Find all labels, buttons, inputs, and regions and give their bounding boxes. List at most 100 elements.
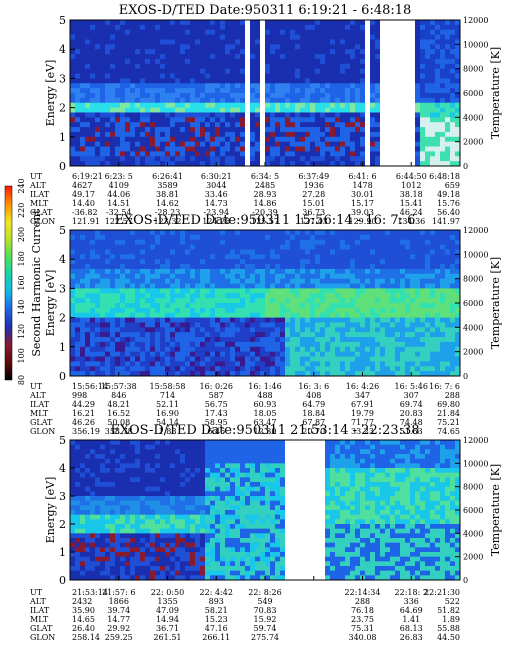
heatmap-cell [75, 127, 81, 133]
heatmap-cell [110, 341, 116, 348]
heatmap-cell [440, 312, 446, 318]
heatmap-cell [290, 341, 296, 348]
heatmap-cell [310, 136, 316, 143]
heatmap-cell [455, 356, 461, 362]
heatmap-cell [190, 136, 196, 143]
heatmap-cell [340, 283, 346, 289]
heatmap-cell [115, 73, 121, 79]
heatmap-cell [455, 34, 461, 40]
heatmap-cell [420, 366, 426, 372]
heatmap-cell [115, 230, 121, 236]
heatmap-cell [365, 156, 371, 162]
heatmap-cell [160, 322, 166, 328]
heatmap-cell [350, 49, 356, 55]
heatmap-cell [230, 351, 236, 357]
heatmap-cell [240, 39, 246, 45]
heatmap-cell [115, 327, 121, 333]
heatmap-cell [305, 273, 311, 280]
heatmap-cell [280, 278, 286, 284]
heatmap-cell [415, 273, 421, 280]
y-tick-label: 1 [59, 131, 66, 144]
heatmap-cell [310, 293, 316, 299]
heatmap-cell [440, 122, 446, 128]
heatmap-cell [205, 249, 211, 255]
heatmap-cell [415, 249, 421, 255]
heatmap-cell [145, 351, 151, 357]
heatmap-cell [315, 288, 321, 294]
heatmap-cell [70, 458, 76, 464]
heatmap-cell [160, 24, 166, 31]
heatmap-cell [415, 161, 421, 167]
heatmap-cell [380, 73, 386, 79]
heatmap-cell [70, 575, 76, 581]
heatmap-cell [340, 29, 346, 35]
heatmap-cell [120, 73, 126, 79]
heatmap-cell [215, 127, 221, 133]
heatmap-cell [390, 230, 396, 236]
heatmap-cell [400, 337, 406, 343]
heatmap-cell [440, 83, 446, 89]
heatmap-cell [250, 83, 256, 89]
heatmap-cell [100, 68, 106, 74]
heatmap-cell [190, 278, 196, 284]
heatmap-cell [265, 361, 271, 367]
heatmap-cell [180, 283, 186, 289]
heatmap-cell [160, 44, 166, 50]
heatmap-cell [215, 298, 221, 304]
heatmap-cell [370, 83, 376, 89]
heatmap-cell [285, 239, 291, 245]
heatmap-cell [265, 356, 271, 362]
heatmap-cell [165, 29, 171, 35]
heatmap-cell [315, 371, 321, 377]
heatmap-cell [320, 351, 326, 357]
table-cell: 6:26:41 [152, 172, 183, 181]
heatmap-cell [235, 151, 241, 157]
heatmap-cell [105, 151, 111, 157]
heatmap-cell [230, 146, 236, 152]
heatmap-cell [70, 356, 76, 362]
heatmap-cell [170, 151, 176, 157]
heatmap-cell [155, 141, 161, 147]
heatmap-cell [450, 327, 456, 333]
heatmap-cell [350, 268, 356, 275]
heatmap-cell [280, 156, 286, 162]
heatmap-cell [370, 283, 376, 289]
heatmap-cell [110, 156, 116, 162]
heatmap-cell [305, 44, 311, 50]
heatmap-cell [420, 337, 426, 343]
heatmap-cell [220, 20, 226, 26]
heatmap-cell [160, 230, 166, 236]
heatmap-cell [400, 346, 406, 353]
heatmap-cell [345, 312, 351, 318]
heatmap-cell [110, 20, 116, 26]
table-cell: -23.94 [203, 208, 229, 217]
heatmap-cell [295, 332, 301, 338]
heatmap-cell [225, 141, 231, 147]
heatmap-cell [380, 293, 386, 299]
heatmap-cell [315, 117, 321, 123]
heatmap-cell [100, 312, 106, 318]
heatmap-cell [445, 327, 451, 333]
heatmap-cell [390, 327, 396, 333]
heatmap-cell [245, 268, 251, 275]
heatmap-cell [300, 332, 306, 338]
heatmap-cell [425, 254, 431, 260]
table-cell: 2485 [255, 181, 275, 190]
heatmap-cell [345, 273, 351, 280]
heatmap-cell [330, 293, 336, 299]
heatmap-cell [385, 93, 391, 99]
heatmap-cell [395, 102, 401, 108]
heatmap-cell [180, 341, 186, 348]
heatmap-cell [140, 234, 146, 241]
heatmap-cell [315, 24, 321, 31]
heatmap-cell [330, 230, 336, 236]
heatmap-cell [170, 293, 176, 299]
heatmap-cell [445, 117, 451, 123]
heatmap-cell [125, 337, 131, 343]
heatmap-cell [435, 288, 441, 294]
heatmap-cell [75, 500, 81, 506]
heatmap-cell [115, 307, 121, 314]
heatmap-cell [250, 351, 256, 357]
heatmap-cell [150, 303, 156, 309]
heatmap-cell [80, 514, 86, 520]
